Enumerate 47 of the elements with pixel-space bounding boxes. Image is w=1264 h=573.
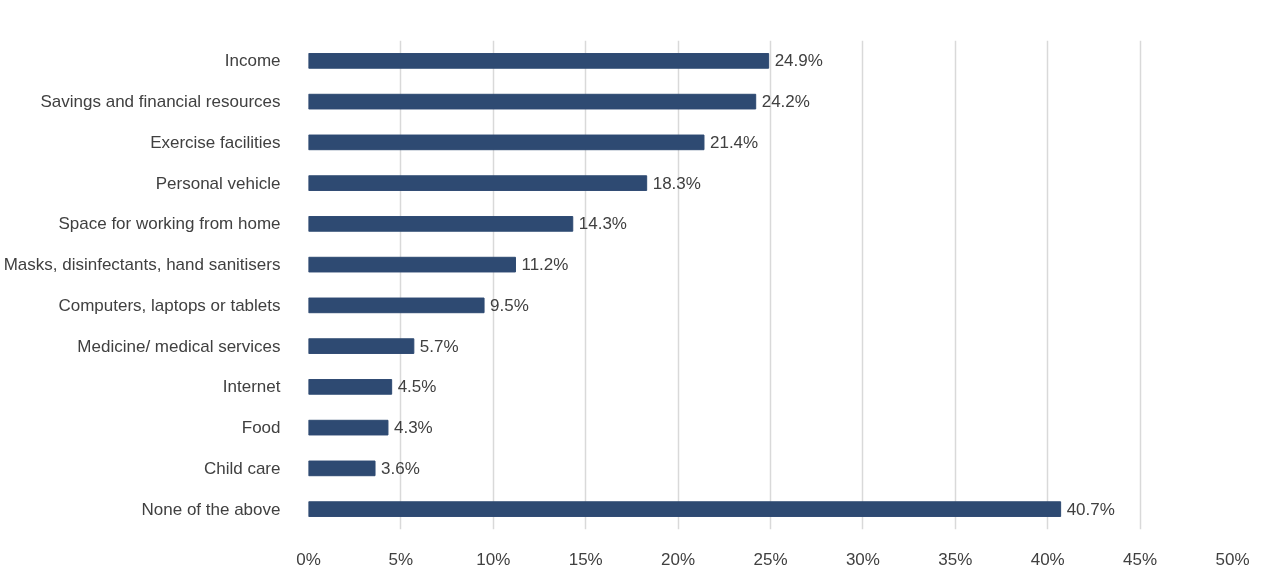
- data-label: 5.7%: [419, 336, 459, 356]
- x-tick-label: 20%: [661, 549, 696, 569]
- y-tick-label: Child care: [203, 458, 281, 478]
- x-tick-label: 45%: [1123, 549, 1158, 569]
- bar: [308, 338, 415, 354]
- data-label: 4.5%: [397, 377, 437, 397]
- x-tick-label: 5%: [388, 549, 414, 569]
- data-label: 11.2%: [521, 255, 569, 275]
- x-tick-label: 30%: [845, 549, 880, 569]
- data-label: 24.2%: [761, 92, 810, 112]
- bar: [308, 501, 1062, 517]
- x-tick-label: 0%: [296, 549, 321, 569]
- bar: [308, 134, 705, 151]
- data-label: 24.9%: [774, 51, 823, 71]
- y-tick-label: Income: [224, 51, 281, 71]
- bar: [308, 379, 393, 395]
- bar: [308, 256, 516, 273]
- data-label: 3.6%: [381, 458, 420, 478]
- data-label: 4.3%: [393, 418, 433, 438]
- bar: [308, 175, 648, 191]
- data-label: 40.7%: [1066, 499, 1115, 519]
- x-tick-label: 10%: [476, 549, 511, 569]
- y-tick-label: Exercise facilities: [150, 132, 281, 152]
- bar: [308, 460, 376, 477]
- bar: [308, 419, 389, 436]
- y-tick-label: Computers, laptops or tablets: [58, 295, 281, 315]
- data-label: 9.5%: [490, 295, 529, 315]
- y-tick-label: None of the above: [141, 499, 281, 519]
- y-tick-label: Food: [241, 418, 281, 438]
- bar: [308, 216, 574, 232]
- y-tick-label: Masks, disinfectants, hand sanitisers: [3, 255, 281, 275]
- y-tick-label: Medicine/ medical services: [77, 336, 281, 356]
- data-label: 21.4%: [709, 132, 759, 152]
- bar: [308, 93, 757, 110]
- x-tick-label: 25%: [753, 549, 788, 569]
- x-tick-label: 15%: [568, 549, 603, 569]
- y-tick-label: Space for working from home: [58, 214, 281, 234]
- data-label: 14.3%: [578, 214, 627, 234]
- y-tick-label: Internet: [222, 377, 281, 397]
- y-tick-label: Savings and financial resources: [40, 92, 281, 112]
- x-tick-label: 35%: [938, 549, 973, 569]
- data-label: 18.3%: [652, 173, 701, 193]
- x-tick-label: 50%: [1215, 549, 1250, 569]
- x-tick-label: 40%: [1030, 549, 1065, 569]
- y-tick-label: Personal vehicle: [155, 173, 281, 193]
- bar: [308, 297, 485, 314]
- bar: [308, 53, 770, 69]
